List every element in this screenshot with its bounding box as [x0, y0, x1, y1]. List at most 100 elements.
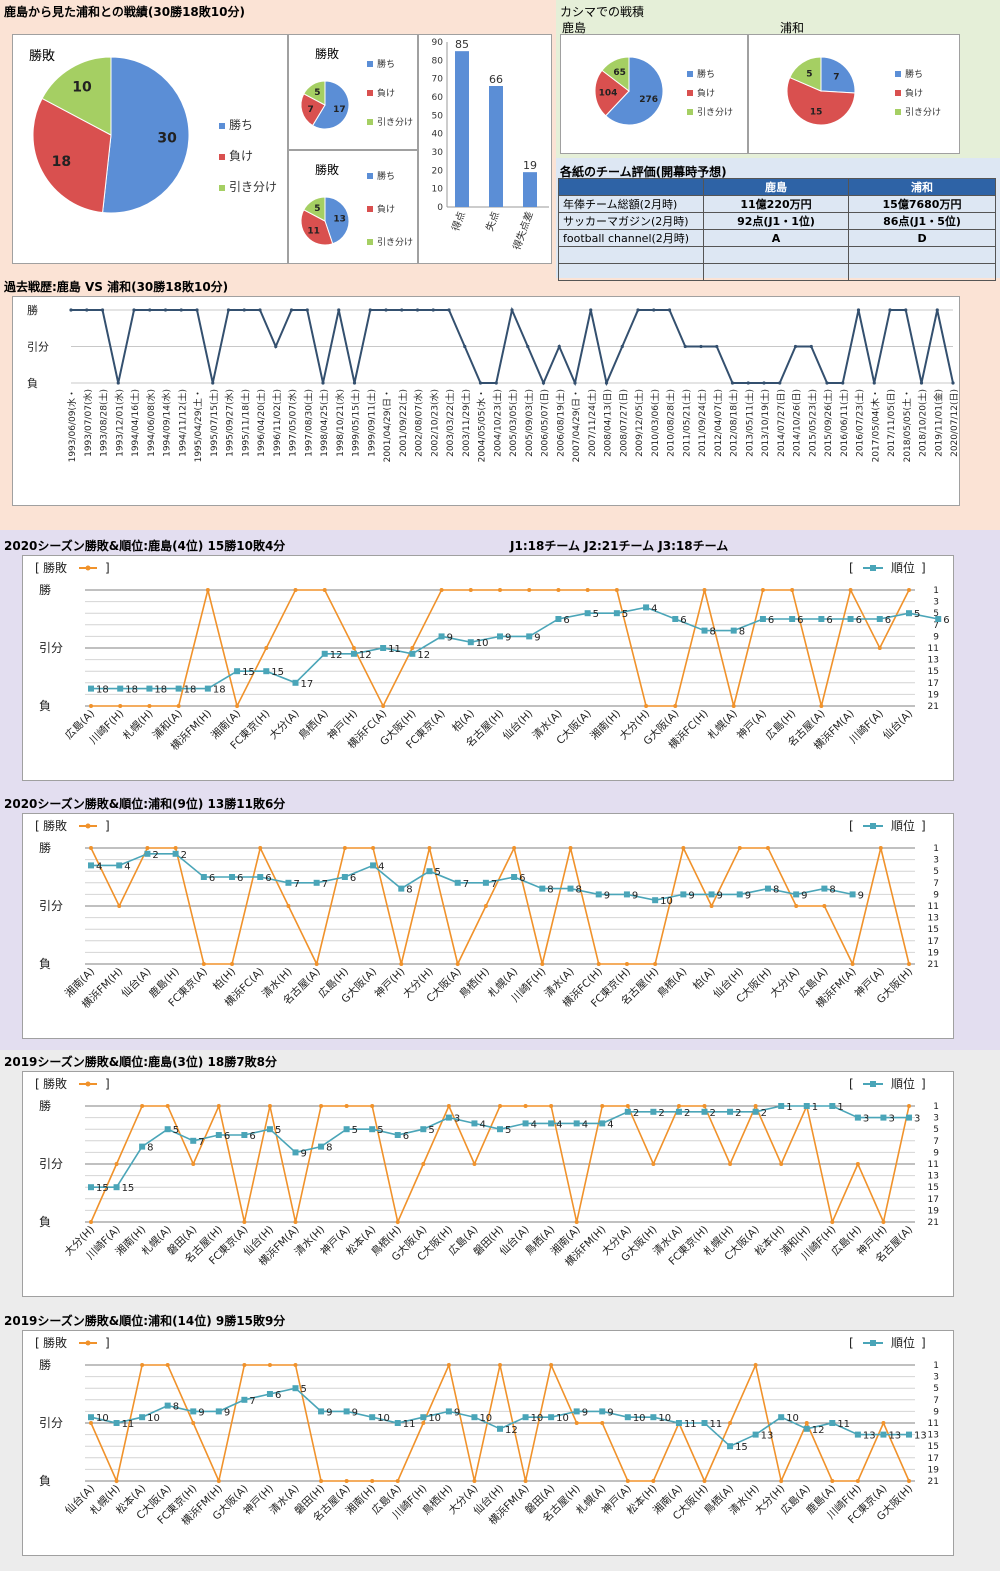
result-point — [337, 308, 340, 311]
x-tick-label: 1998/10/21(水) — [334, 389, 346, 457]
rank-point — [855, 1432, 861, 1438]
x-tick-label: 2007/11/24(土) — [586, 389, 598, 457]
s1-box: [勝敗][順位] 1 3 5 7 9 11 13 15 17 19 21 勝引分負 18 18 18 18 18 1… — [22, 555, 954, 781]
y2-tick-label: 13 — [928, 1172, 939, 1182]
result-point — [512, 846, 516, 850]
rank-value-label: 8 — [576, 885, 582, 896]
result-point — [447, 1363, 451, 1367]
bar — [455, 51, 469, 207]
x-tick-label: 2006/08/19(土) — [554, 389, 566, 457]
rank-value-label: 3 — [863, 1114, 869, 1125]
rank-point — [426, 868, 432, 874]
rank-value-label: 10 — [556, 1413, 569, 1424]
legend-label: 引き分け — [377, 237, 413, 248]
result-point — [673, 704, 677, 708]
rank-point — [778, 1103, 784, 1109]
rank-point — [241, 1397, 247, 1403]
result-point — [456, 962, 460, 966]
x-tick-label: 2018/10/20(土) — [917, 389, 929, 457]
rank-point — [804, 1426, 810, 1432]
eval-header-cell: 浦和 — [849, 179, 996, 196]
y-tick-label: 80 — [432, 56, 444, 66]
rank-value-label: 3 — [914, 1114, 920, 1125]
result-point — [306, 308, 309, 311]
y2-tick-label: 1 — [933, 1102, 939, 1112]
rank-point — [614, 610, 620, 616]
result-point — [766, 846, 770, 850]
rank-value-label: 11 — [403, 1419, 416, 1430]
rank-value-label: 5 — [434, 867, 440, 878]
rank-point — [880, 1115, 886, 1121]
result-point — [440, 588, 444, 592]
result-point — [668, 308, 671, 311]
rank-value-label: 3 — [888, 1114, 894, 1125]
rank-value-label: 1 — [812, 1102, 818, 1113]
x-tick-label: 2005/03/05(土) — [507, 389, 519, 457]
result-point — [191, 1162, 195, 1166]
pie-b-label: 勝敗 — [315, 161, 339, 178]
result-point — [825, 381, 828, 384]
rank-value-label: 9 — [447, 632, 453, 643]
legend-bracket-open: [ — [849, 1336, 854, 1350]
result-point — [206, 588, 210, 592]
result-point — [778, 381, 781, 384]
rank-value-label: 10 — [479, 1413, 492, 1424]
pie-k1-box: 276 104 65 勝ち 負け 引き分け — [560, 34, 748, 154]
y-tick-label: 10 — [432, 185, 444, 195]
s3-box: [勝敗][順位] 1 3 5 7 9 11 13 15 17 19 21 勝引分負 15 15 8 5 7 6 6 5 9… — [22, 1071, 954, 1297]
result-point — [652, 308, 655, 311]
rank-point — [548, 1120, 554, 1126]
s4-chart: [勝敗][順位]13579111315171921勝引分負10111089 976… — [23, 1331, 955, 1557]
rank-value-label: 9 — [352, 1407, 358, 1418]
rank-point — [574, 1408, 580, 1414]
legend-rank-marker — [870, 823, 876, 829]
y2-tick-label: 21 — [928, 960, 939, 970]
result-point — [148, 308, 151, 311]
eval-header-cell: 鹿島 — [704, 179, 849, 196]
result-point — [881, 1220, 885, 1224]
x-tick-label: 湘南(H) — [588, 707, 623, 742]
y2-tick-label: 13 — [928, 656, 939, 666]
y2-tick-label: 1 — [933, 844, 939, 854]
rank-point — [257, 874, 263, 880]
x-tick-label: 仙台(A) — [119, 965, 154, 1000]
y2-tick-label: 17 — [928, 1195, 939, 1205]
pie-value-label: 7 — [833, 73, 839, 83]
y2-tick-label: 15 — [928, 1442, 939, 1452]
s4-title: 2019シーズン勝敗&順位:浦和(14位) 9勝15敗9分 — [4, 1312, 285, 1329]
result-point — [117, 381, 120, 384]
y2-tick-label: 7 — [933, 621, 939, 631]
x-tick-label: 札幌(A) — [705, 707, 740, 742]
rank-point — [526, 633, 532, 639]
rank-point — [370, 862, 376, 868]
rank-point — [753, 1109, 759, 1115]
legend-result-label: 勝敗 — [43, 1335, 67, 1350]
x-tick-label: 神戸(A) — [734, 707, 769, 742]
rank-value-label: 8 — [710, 627, 716, 638]
legend-label: 負け — [905, 87, 923, 99]
x-tick-label: 1993/06/09(水・ — [66, 389, 78, 462]
result-point — [416, 308, 419, 311]
rank-value-label: 9 — [688, 890, 694, 901]
rank-value-label: 5 — [377, 1125, 383, 1136]
legend-bracket-open: [ — [35, 819, 40, 833]
result-point — [211, 381, 214, 384]
result-point — [353, 381, 356, 384]
rank-point — [241, 1132, 247, 1138]
rank-value-label: 5 — [173, 1125, 179, 1136]
pie-value-label: 10 — [72, 80, 92, 96]
x-tick-label: 2002/08/07(水) — [413, 389, 425, 457]
result-point — [621, 345, 624, 348]
result-point — [217, 1104, 221, 1108]
legend-swatch — [367, 239, 373, 245]
result-point — [556, 588, 560, 592]
rank-point — [88, 1414, 94, 1420]
result-point — [575, 1421, 579, 1425]
result-point — [274, 345, 277, 348]
y-tick-label: 20 — [432, 166, 444, 176]
rank-value-label: 9 — [858, 890, 864, 901]
x-tick-label: 2019/11/01(金) — [932, 389, 944, 457]
rank-value-label: 11 — [684, 1419, 697, 1430]
rank-point — [672, 616, 678, 622]
s2-title: 2020シーズン勝敗&順位:浦和(9位) 13勝11敗6分 — [4, 795, 285, 812]
